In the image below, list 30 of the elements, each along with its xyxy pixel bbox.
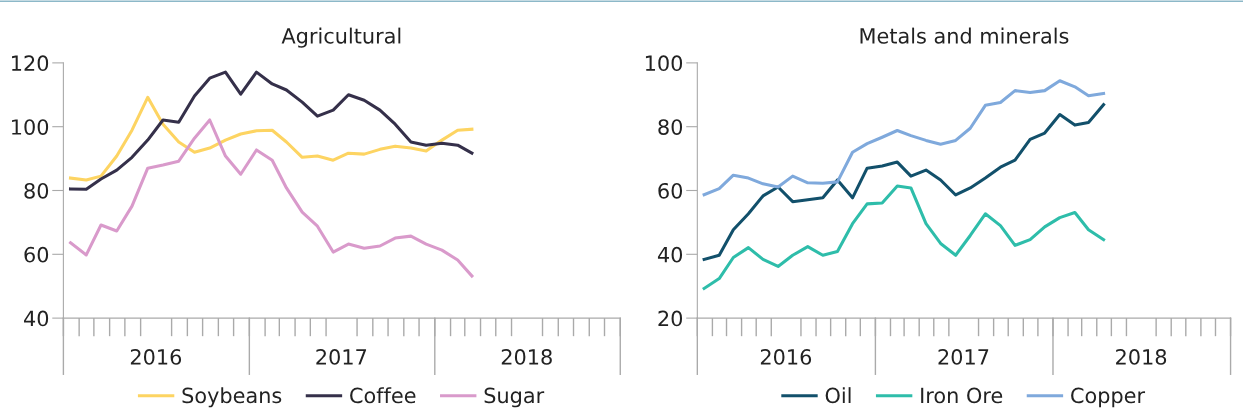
y-tick-label: 80 <box>658 119 683 135</box>
x-tick-label: 2016 <box>760 349 812 365</box>
y-tick-label: 40 <box>657 246 683 263</box>
y-tick-label: 80 <box>24 182 49 199</box>
y-tick-label: 20 <box>658 310 683 327</box>
x-tick-label: 2017 <box>316 349 367 365</box>
chart-title: Metals and minerals <box>860 27 1069 44</box>
line-series <box>68 70 474 191</box>
legend-label: Iron Ore <box>921 387 1003 404</box>
legend-label: Soybeans <box>182 387 282 408</box>
y-tick-label: 100 <box>645 55 683 72</box>
legend-label: Coffee <box>350 387 416 404</box>
x-tick-label: 2018 <box>501 349 552 365</box>
x-tick-label: 2016 <box>130 349 182 365</box>
y-tick-label: 40 <box>24 310 49 327</box>
legend-label: Sugar <box>484 387 545 408</box>
legend-label: Oil <box>825 387 851 404</box>
legend-label: Copper <box>1071 387 1146 408</box>
line-series <box>68 118 474 278</box>
y-tick-label: 60 <box>658 182 683 199</box>
y-tick-label: 120 <box>12 55 49 72</box>
line-series <box>702 103 1106 261</box>
line-series <box>68 95 474 182</box>
line-series <box>702 184 1106 290</box>
line-series <box>702 79 1106 197</box>
chart-title: Agricultural <box>281 27 401 48</box>
x-tick-label: 2017 <box>938 349 989 365</box>
y-tick-label: 100 <box>12 119 49 135</box>
y-tick-label: 60 <box>24 246 49 263</box>
x-tick-label: 2018 <box>1116 349 1167 365</box>
